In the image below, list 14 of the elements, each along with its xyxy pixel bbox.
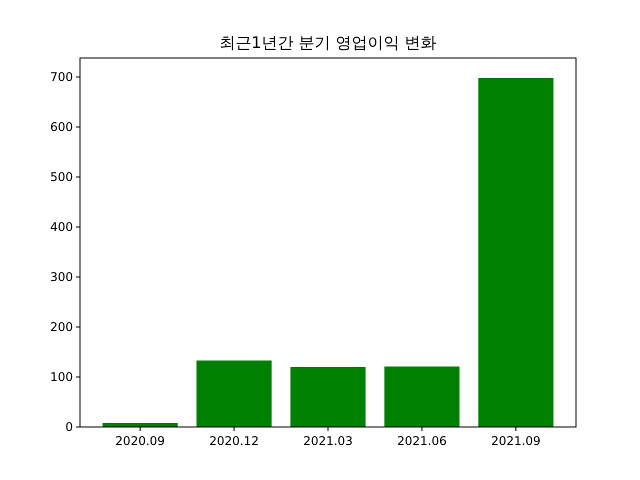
x-tick-label: 2021.06 bbox=[397, 434, 447, 448]
x-tick-label: 2021.09 bbox=[491, 434, 541, 448]
chart-title: 최근1년간 분기 영업이익 변화 bbox=[219, 33, 437, 52]
y-tick-label: 400 bbox=[50, 220, 73, 234]
y-tick-label: 100 bbox=[50, 370, 73, 384]
y-tick-label: 200 bbox=[50, 320, 73, 334]
x-tick-label: 2020.12 bbox=[209, 434, 259, 448]
x-tick-label: 2021.03 bbox=[303, 434, 353, 448]
y-tick-label: 300 bbox=[50, 270, 73, 284]
y-tick-label: 500 bbox=[50, 170, 73, 184]
y-tick-label: 0 bbox=[65, 420, 73, 434]
y-tick-label: 600 bbox=[50, 120, 73, 134]
y-tick-label: 700 bbox=[50, 70, 73, 84]
x-tick-label: 2020.09 bbox=[115, 434, 165, 448]
